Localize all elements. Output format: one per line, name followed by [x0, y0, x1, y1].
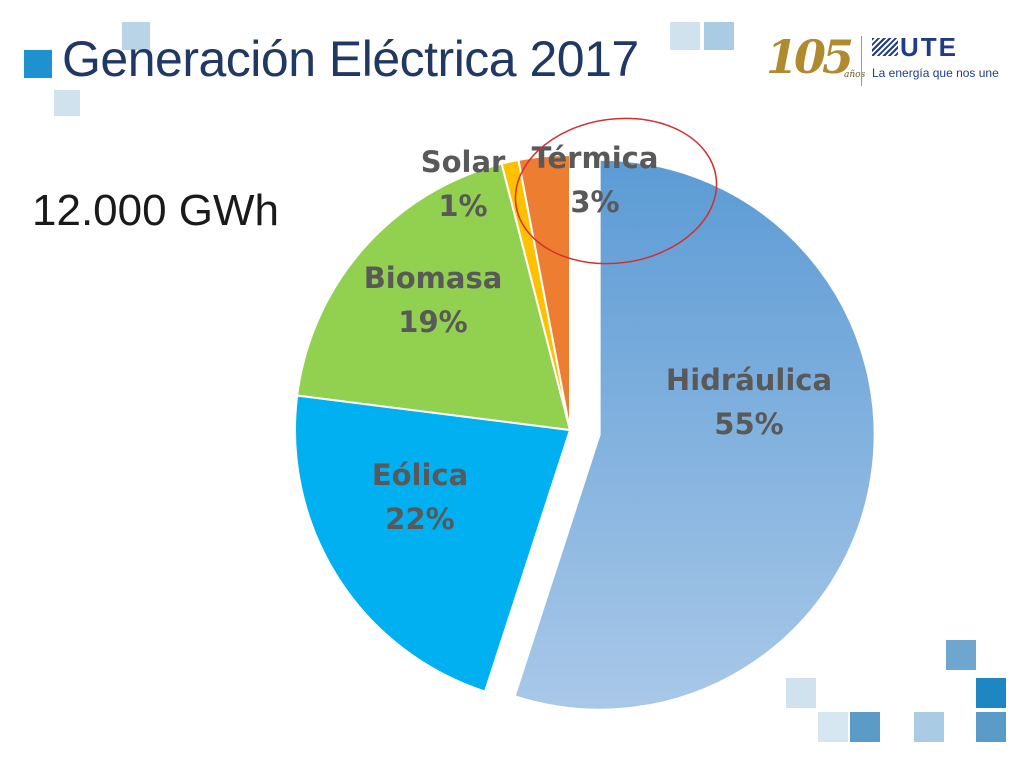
- slice-value-eólica: 22%: [385, 502, 454, 536]
- highlight-circle: [514, 117, 718, 265]
- decor-square: [24, 50, 52, 78]
- decor-square: [914, 712, 944, 742]
- decor-square: [786, 678, 816, 708]
- logo-divider: [861, 36, 862, 86]
- slice-label-térmica: Térmica: [532, 141, 659, 175]
- brand-tagline: La energía que nos une: [872, 66, 999, 80]
- slice-value-térmica: 3%: [570, 185, 619, 219]
- slice-label-biomasa: Biomasa: [364, 261, 503, 295]
- decor-square: [54, 90, 80, 116]
- decor-square: [976, 678, 1006, 708]
- decor-square: [704, 22, 734, 50]
- anniversary-word: años: [844, 70, 866, 80]
- pie-slice-térmica: [517, 153, 571, 431]
- company-logo: 105 años UTE La energía que nos une: [764, 30, 1004, 90]
- decor-square: [122, 22, 150, 50]
- brand-name: UTE: [900, 32, 958, 62]
- slice-label-hidráulica: Hidráulica: [666, 363, 832, 397]
- anniversary-number: 105: [766, 30, 854, 84]
- brand-stripes-icon: [872, 38, 898, 56]
- slice-value-hidráulica: 55%: [714, 407, 783, 441]
- slice-label-solar: Solar: [421, 145, 506, 179]
- decor-square: [850, 712, 880, 742]
- slice-value-biomasa: 19%: [398, 305, 467, 339]
- pie-slice-biomasa: [296, 162, 572, 432]
- slice-label-eólica: Eólica: [372, 458, 468, 492]
- slice-value-solar: 1%: [438, 189, 487, 223]
- pie-slice-eólica: [294, 394, 572, 693]
- decor-square: [818, 712, 848, 742]
- decor-square: [976, 712, 1006, 742]
- pie-slice-hidráulica: [513, 158, 876, 711]
- decor-square: [670, 22, 700, 50]
- total-generation: 12.000 GWh: [32, 186, 280, 235]
- decor-square: [946, 640, 976, 670]
- slide-title: Generación Eléctrica 2017: [62, 31, 639, 87]
